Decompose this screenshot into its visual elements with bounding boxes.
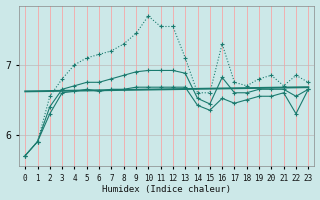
X-axis label: Humidex (Indice chaleur): Humidex (Indice chaleur) xyxy=(102,185,231,194)
